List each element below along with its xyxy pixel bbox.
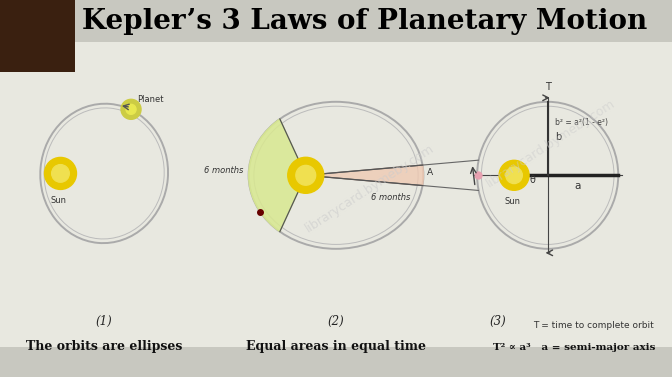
Circle shape (506, 167, 522, 184)
Circle shape (52, 165, 69, 182)
Circle shape (44, 158, 77, 189)
Text: librarycard.bymeby.com: librarycard.bymeby.com (302, 142, 437, 235)
Text: Sun: Sun (50, 196, 67, 205)
Bar (0, 42, 672, 347)
Text: (2): (2) (328, 315, 344, 328)
Text: Sun: Sun (504, 197, 520, 206)
Circle shape (499, 160, 529, 190)
Text: (1): (1) (96, 315, 112, 328)
Text: b: b (554, 132, 561, 142)
Circle shape (296, 166, 316, 185)
Text: θ: θ (529, 175, 535, 185)
Text: Kepler’s 3 Laws of Planetary Motion: Kepler’s 3 Laws of Planetary Motion (82, 8, 647, 35)
Text: 6 months: 6 months (204, 166, 244, 175)
Text: b² = a²(1 - e²): b² = a²(1 - e²) (554, 118, 607, 127)
Text: A: A (427, 168, 433, 177)
Text: T: T (545, 82, 550, 92)
Bar (0, 0, 75, 72)
Polygon shape (306, 165, 423, 185)
Circle shape (121, 99, 141, 120)
Text: T² ∝ a³   a = semi-major axis: T² ∝ a³ a = semi-major axis (493, 343, 655, 352)
Circle shape (288, 157, 324, 193)
Text: a: a (574, 181, 581, 191)
Text: (3): (3) (489, 315, 506, 328)
Polygon shape (249, 119, 306, 231)
Text: The orbits are ellipses: The orbits are ellipses (26, 340, 182, 353)
Text: Planet: Planet (137, 95, 163, 104)
Text: 6 months: 6 months (371, 193, 411, 202)
Text: Equal areas in equal time: Equal areas in equal time (246, 340, 426, 353)
Text: librarycard.bymeby.com: librarycard.bymeby.com (484, 97, 618, 190)
Text: T = time to complete orbit: T = time to complete orbit (533, 320, 653, 329)
Circle shape (126, 104, 136, 114)
